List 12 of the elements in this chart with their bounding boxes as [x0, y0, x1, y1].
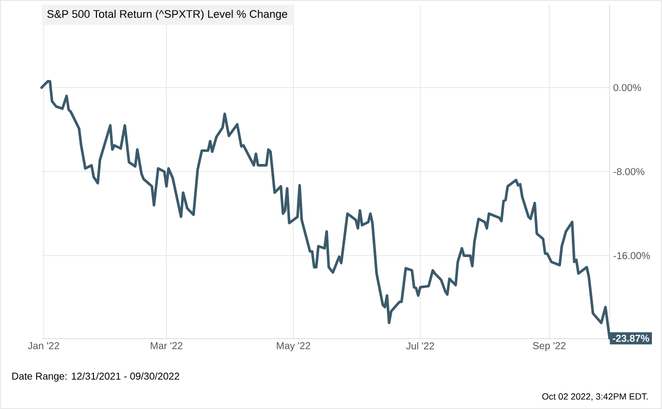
x-tick-label: Mar '22	[150, 342, 182, 350]
text: Date Range: 12/31/2021 - 09/30/2022	[12, 372, 180, 382]
y-tick-label: 0.00%	[614, 84, 642, 92]
x-tick-label: Jan '22	[28, 342, 60, 350]
x-tick-label: May '22	[276, 342, 310, 352]
x-tick-label: Jul '22	[406, 342, 434, 350]
text: Oct 02 2022, 3:42PM EDT.	[542, 393, 648, 401]
annotation: -23.87%	[612, 334, 650, 342]
y-tick-label: -16.00%	[614, 252, 650, 260]
x-tick-label: Sep '22	[533, 342, 566, 352]
chart-title: S&P 500 Total Return (^SPXTR) Level % Change	[47, 10, 288, 20]
y-tick-label: -8.00%	[614, 168, 644, 176]
